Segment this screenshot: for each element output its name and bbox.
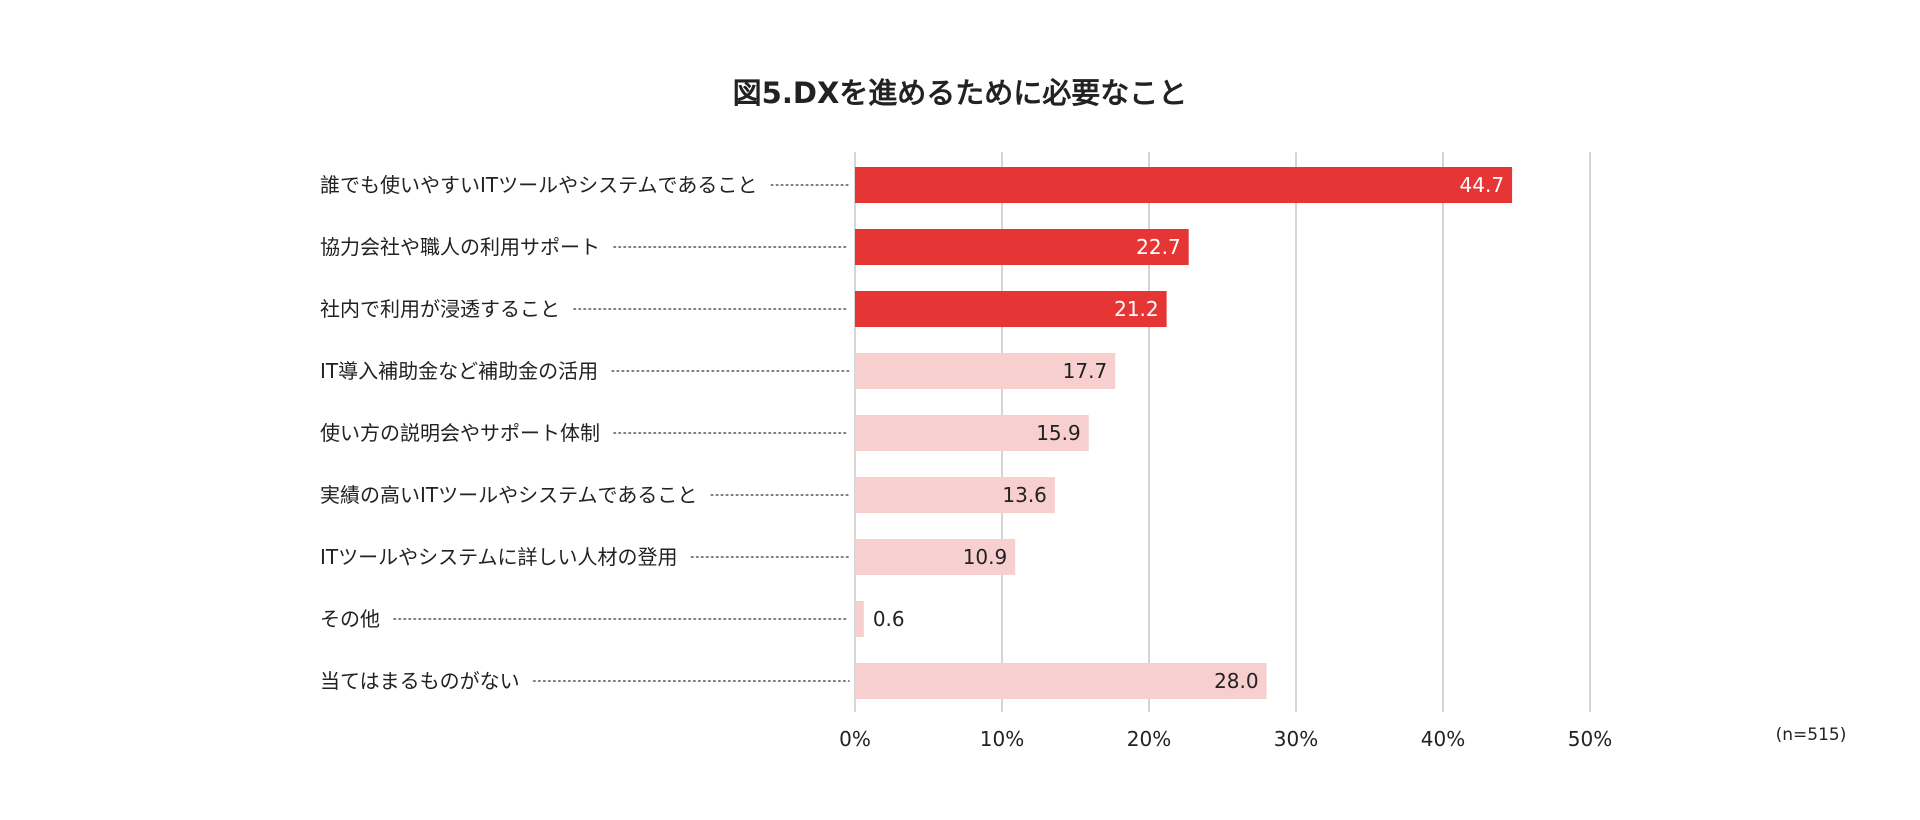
category-label: その他	[320, 607, 380, 631]
bar	[855, 539, 1016, 575]
bar-value-label: 10.9	[963, 545, 1008, 569]
bar	[855, 167, 1513, 203]
bar-value-label: 17.7	[1063, 359, 1108, 383]
category-label: IT導入補助金など補助金の活用	[320, 359, 598, 383]
bar	[855, 601, 864, 637]
bar-value-label: 13.6	[1002, 483, 1047, 507]
x-tick-label: 30%	[1274, 727, 1318, 751]
bar-value-label: 28.0	[1214, 669, 1259, 693]
bar-value-label: 15.9	[1036, 421, 1081, 445]
bar-value-label: 0.6	[873, 607, 905, 631]
bar	[855, 663, 1267, 699]
sample-size-note: (n=515)	[1776, 725, 1847, 745]
category-labels: 誰でも使いやすいITツールやシステムであること協力会社や職人の利用サポート社内で…	[320, 173, 850, 693]
category-label: 当てはまるものがない	[320, 669, 520, 693]
x-axis-ticks: 0% 10% 20% 30% 40% 50%	[839, 727, 1612, 751]
bar-value-label: 21.2	[1114, 297, 1159, 321]
bar-value-label: 22.7	[1136, 235, 1181, 259]
bar-value-label: 44.7	[1460, 173, 1505, 197]
category-label: 社内で利用が浸透すること	[320, 297, 560, 321]
x-tick-label: 50%	[1568, 727, 1612, 751]
category-label: ITツールやシステムに詳しい人材の登用	[320, 545, 678, 569]
bar	[855, 477, 1055, 513]
bar	[855, 353, 1116, 389]
category-label: 協力会社や職人の利用サポート	[320, 235, 600, 259]
category-label: 誰でも使いやすいITツールやシステムであること	[320, 173, 757, 197]
bar	[855, 415, 1089, 451]
bar	[855, 291, 1167, 327]
x-tick-label: 20%	[1127, 727, 1171, 751]
x-tick-label: 40%	[1421, 727, 1465, 751]
x-tick-label: 0%	[839, 727, 871, 751]
bar	[855, 229, 1189, 265]
chart-title: 図5.DXを進めるために必要なこと	[733, 76, 1188, 110]
category-label: 使い方の説明会やサポート体制	[320, 421, 600, 445]
bars: 44.7 22.7 21.2 17.7 15.9 13.6 10.9 0.6 28.0	[855, 167, 1513, 699]
category-label: 実績の高いITツールやシステムであること	[320, 483, 697, 507]
x-tick-label: 10%	[980, 727, 1024, 751]
